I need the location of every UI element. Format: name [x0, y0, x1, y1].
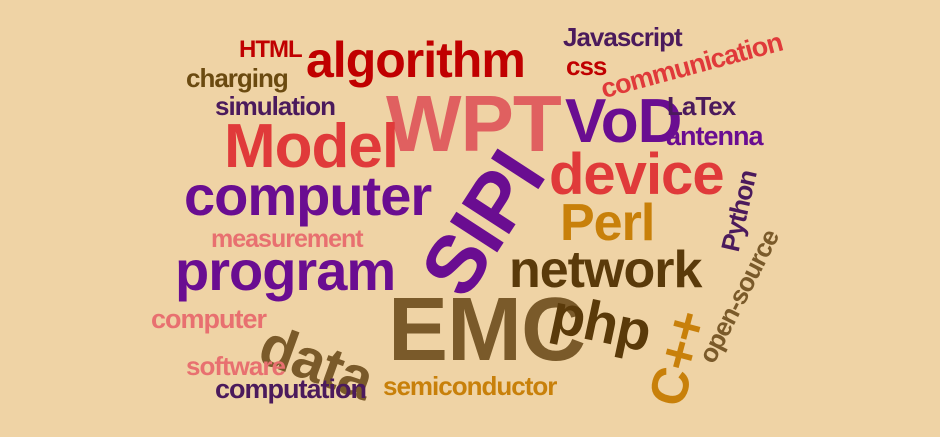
word-semiconductor: semiconductor: [383, 371, 557, 401]
word-program: program: [175, 239, 396, 302]
word-computer-small: computer: [151, 304, 267, 334]
word-model: Model: [224, 112, 399, 181]
word-wpt: WPT: [386, 79, 562, 168]
word-cpp: C++: [638, 305, 719, 413]
word-vod: VoD: [565, 87, 682, 156]
word-html: HTML: [239, 36, 303, 63]
word-perl: Perl: [560, 194, 655, 252]
word-css: css: [566, 51, 607, 81]
word-computation: computation: [215, 374, 367, 404]
word-simulation: simulation: [215, 91, 336, 121]
word-antenna: antenna: [666, 121, 764, 151]
word-software: software: [186, 351, 286, 381]
word-algorithm: algorithm: [306, 32, 526, 88]
word-emc: EMC: [388, 280, 586, 380]
word-device: device: [549, 142, 725, 207]
word-charging: charging: [186, 63, 289, 93]
word-computer-large: computer: [184, 164, 432, 227]
word-network: network: [509, 241, 702, 299]
word-javascript: Javascript: [563, 22, 683, 52]
word-measurement: measurement: [211, 225, 364, 253]
word-latex: LaTex: [667, 91, 736, 121]
